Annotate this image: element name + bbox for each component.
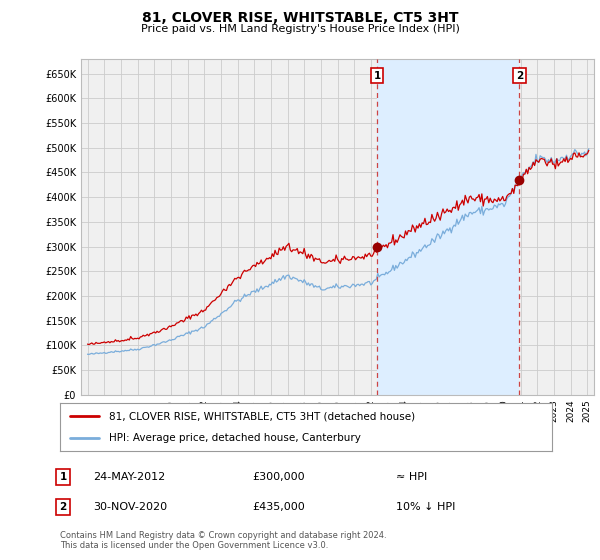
Text: 2: 2 xyxy=(59,502,67,512)
Text: ≈ HPI: ≈ HPI xyxy=(396,472,427,482)
Text: Price paid vs. HM Land Registry's House Price Index (HPI): Price paid vs. HM Land Registry's House … xyxy=(140,24,460,34)
Text: Contains HM Land Registry data © Crown copyright and database right 2024.
This d: Contains HM Land Registry data © Crown c… xyxy=(60,531,386,550)
Text: 24-MAY-2012: 24-MAY-2012 xyxy=(93,472,165,482)
Text: £435,000: £435,000 xyxy=(252,502,305,512)
Text: 1: 1 xyxy=(374,71,381,81)
Text: 81, CLOVER RISE, WHITSTABLE, CT5 3HT (detached house): 81, CLOVER RISE, WHITSTABLE, CT5 3HT (de… xyxy=(109,411,415,421)
Text: 81, CLOVER RISE, WHITSTABLE, CT5 3HT: 81, CLOVER RISE, WHITSTABLE, CT5 3HT xyxy=(142,11,458,25)
Text: 1: 1 xyxy=(59,472,67,482)
Text: HPI: Average price, detached house, Canterbury: HPI: Average price, detached house, Cant… xyxy=(109,433,361,443)
Text: 30-NOV-2020: 30-NOV-2020 xyxy=(93,502,167,512)
Text: £300,000: £300,000 xyxy=(252,472,305,482)
Text: 2: 2 xyxy=(516,71,523,81)
Bar xyxy=(377,59,520,395)
Text: 10% ↓ HPI: 10% ↓ HPI xyxy=(396,502,455,512)
